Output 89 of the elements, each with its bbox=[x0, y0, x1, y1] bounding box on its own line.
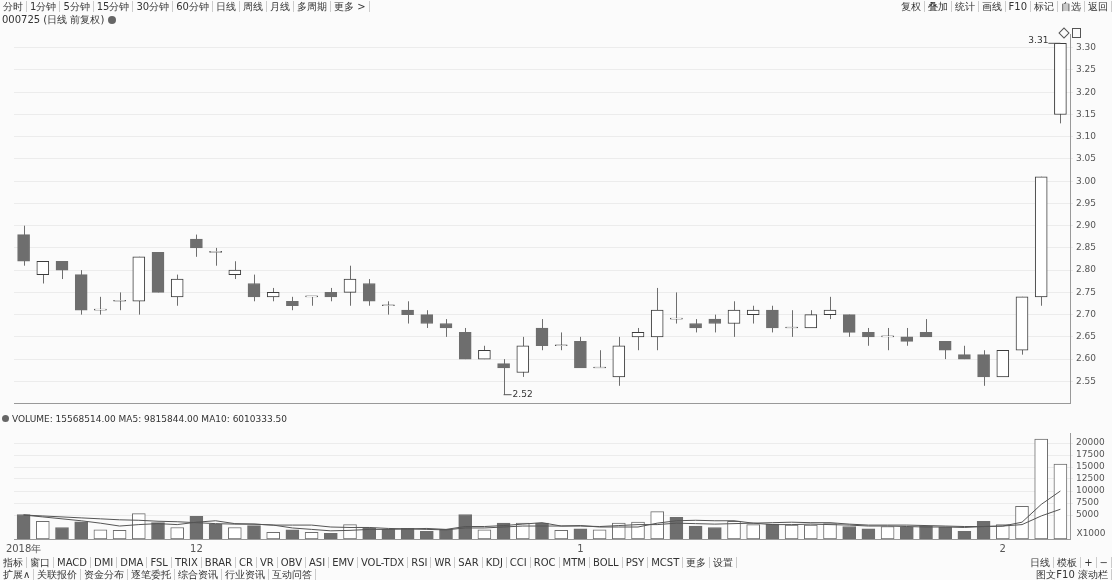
text: − bbox=[1096, 556, 1112, 568]
text: KDJ bbox=[482, 556, 507, 568]
text: 1分钟 bbox=[27, 1, 61, 12]
text: BRAR bbox=[201, 556, 236, 568]
x-tick-label: 2018年 bbox=[5, 542, 42, 554]
y-tick-label: 17500 bbox=[1076, 449, 1105, 460]
text: TRIX bbox=[171, 556, 202, 568]
text: RSI bbox=[408, 556, 432, 568]
y-tick-label: 2.65 bbox=[1076, 331, 1097, 342]
text: 模板 bbox=[1054, 556, 1082, 568]
text: 统计 bbox=[951, 1, 979, 12]
text: ROC bbox=[530, 556, 560, 568]
text: 叠加 bbox=[924, 1, 952, 12]
text: DMI bbox=[90, 556, 118, 568]
y-tick-label: 2.95 bbox=[1076, 197, 1097, 208]
y-tick-label: 2.60 bbox=[1076, 353, 1097, 364]
text: 互动问答 bbox=[269, 568, 317, 580]
text: EMV bbox=[329, 556, 358, 568]
text: 周线 bbox=[239, 1, 267, 12]
y-tick-label: 20000 bbox=[1076, 437, 1105, 448]
y-tick-label: 12500 bbox=[1076, 473, 1105, 484]
chart-title: VOLUME: 15568514.00 MA5: 9815844.00 MA10: 6010333.50 bbox=[12, 413, 288, 424]
y-tick-label: 3.30 bbox=[1076, 42, 1097, 53]
y-tick-label: 3.20 bbox=[1076, 86, 1097, 97]
text: 行业资讯 bbox=[222, 568, 270, 580]
text: 分时 bbox=[0, 1, 27, 12]
text: 画线 bbox=[978, 1, 1006, 12]
text: 设置 bbox=[710, 556, 738, 568]
y-tick-label: 5000 bbox=[1076, 509, 1100, 520]
text: 资金分布 bbox=[81, 568, 129, 580]
text: SAR bbox=[455, 556, 483, 568]
text: + bbox=[1081, 556, 1097, 568]
text: 返回 bbox=[1085, 1, 1112, 12]
y-tick-label: 15000 bbox=[1076, 461, 1105, 472]
text: 复权 bbox=[897, 1, 925, 12]
y-tick-label: 2.75 bbox=[1076, 286, 1097, 297]
y-tick-label: 3.15 bbox=[1076, 108, 1097, 119]
y-tick-label: 3.05 bbox=[1076, 153, 1097, 164]
text: 更多 > bbox=[330, 1, 370, 12]
text: 60分钟 bbox=[173, 1, 213, 12]
text: 日线 bbox=[212, 1, 240, 12]
text: FSL bbox=[147, 556, 172, 568]
text: 15分钟 bbox=[93, 1, 134, 12]
text: F10 bbox=[1005, 1, 1031, 12]
text: 窗口 bbox=[27, 556, 54, 568]
text: 逐笔委托 bbox=[128, 568, 176, 580]
y-tick-label: 2.70 bbox=[1076, 308, 1097, 319]
text: CCI bbox=[506, 556, 531, 568]
text: 30分钟 bbox=[133, 1, 174, 12]
y-tick-label: 7500 bbox=[1076, 497, 1100, 508]
y-tick-label: 3.00 bbox=[1076, 175, 1097, 186]
text: VR bbox=[256, 556, 278, 568]
text: PSY bbox=[622, 556, 649, 568]
y-tick-label: 3.25 bbox=[1076, 64, 1097, 75]
y-tick-label: 3.10 bbox=[1076, 131, 1097, 142]
x-tick-label: 1 bbox=[577, 542, 584, 554]
y-tick-label: 2.80 bbox=[1076, 264, 1097, 275]
text: OBV bbox=[277, 556, 306, 568]
x-tick-label: 12 bbox=[190, 542, 203, 554]
chart-title: 000725 (日线 前复权) bbox=[2, 12, 105, 27]
text: 多周期 bbox=[293, 1, 331, 12]
text: 日线 bbox=[1027, 556, 1055, 568]
text: 5分钟 bbox=[60, 1, 94, 12]
y-axis-title: X1000 bbox=[1076, 527, 1106, 538]
text: 关联报价 bbox=[34, 568, 82, 580]
text: 标记 bbox=[1031, 1, 1058, 12]
text: 自选 bbox=[1058, 1, 1085, 12]
text: 月线 bbox=[266, 1, 294, 12]
annotation: 3.31 bbox=[1028, 35, 1049, 46]
text: MACD bbox=[54, 556, 91, 568]
text: 综合资讯 bbox=[175, 568, 223, 580]
y-tick-label: 2.85 bbox=[1076, 242, 1097, 253]
y-tick-label: 2.55 bbox=[1076, 375, 1097, 386]
text: ASI bbox=[306, 556, 330, 568]
text: MCST bbox=[648, 556, 684, 568]
x-tick-label: 2 bbox=[999, 542, 1006, 554]
text: 扩展∧ bbox=[0, 568, 35, 580]
text: CR bbox=[236, 556, 257, 568]
y-tick-label: 2.90 bbox=[1076, 220, 1097, 231]
text: WR bbox=[431, 556, 456, 568]
text: 图文F10 滚动栏 bbox=[1033, 568, 1112, 580]
annotation: 2.52 bbox=[512, 389, 533, 400]
y-tick-label: 10000 bbox=[1076, 485, 1105, 496]
text: VOL-TDX bbox=[357, 556, 409, 568]
text: 更多 bbox=[683, 556, 711, 568]
text: MTM bbox=[559, 556, 590, 568]
text: BOLL bbox=[589, 556, 623, 568]
text: 指标 bbox=[0, 556, 27, 568]
text: DMA bbox=[117, 556, 148, 568]
